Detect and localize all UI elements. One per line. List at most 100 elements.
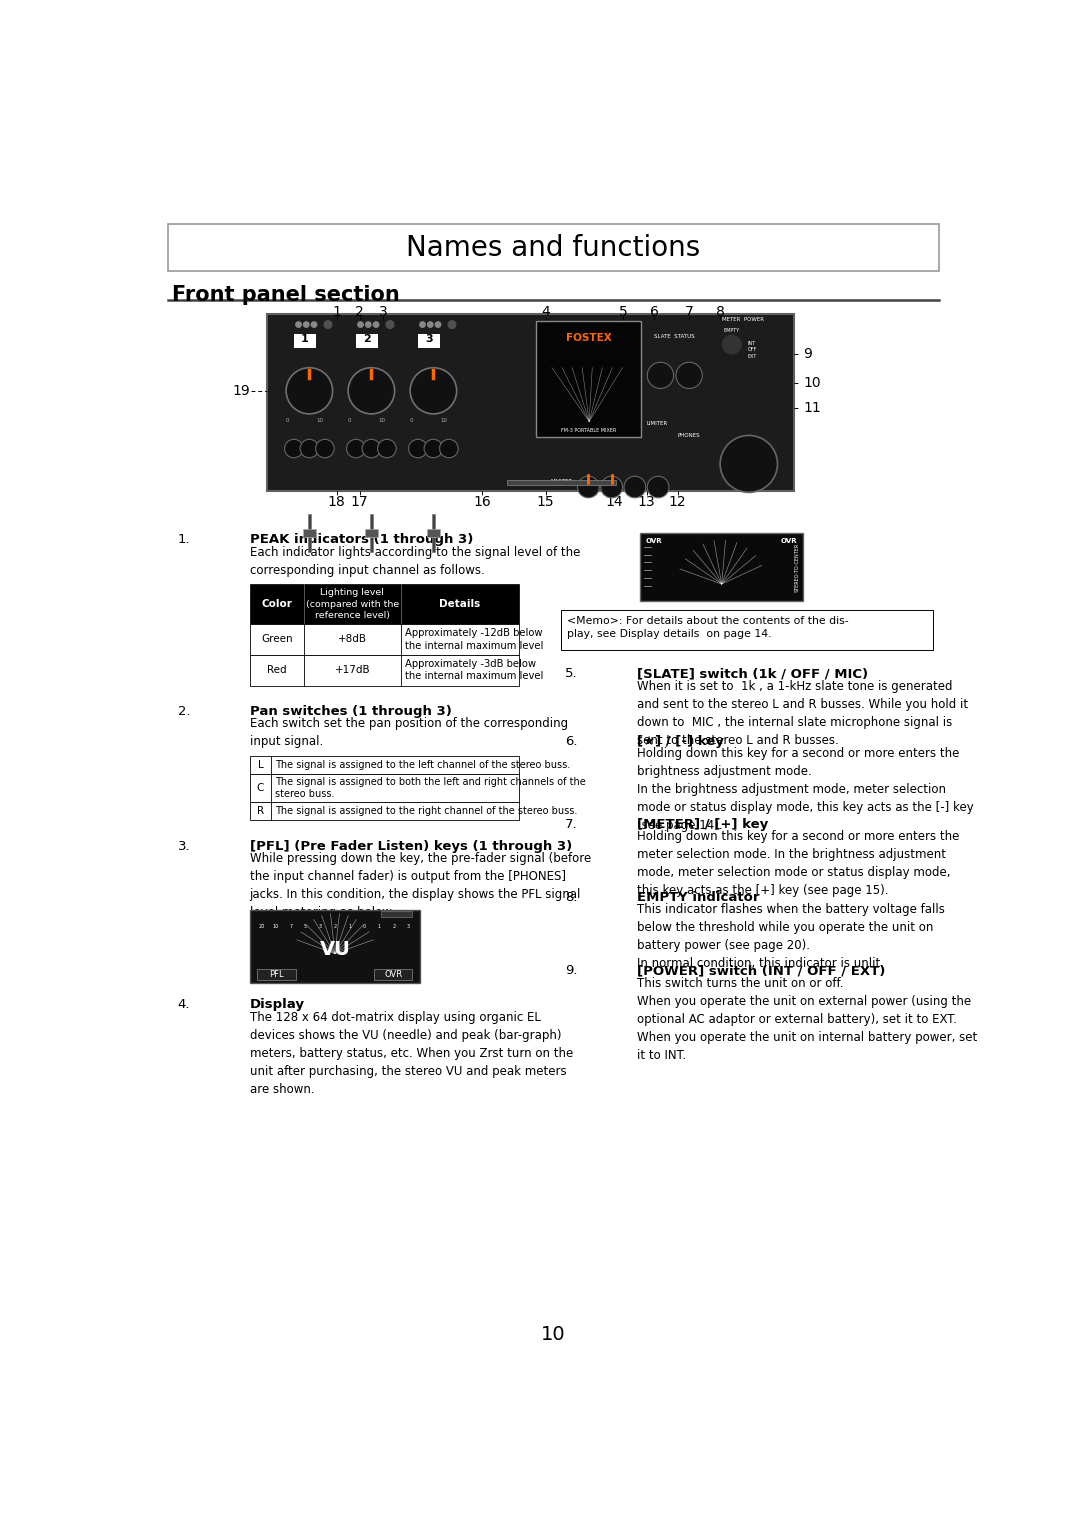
Bar bbox=[507, 480, 616, 485]
Text: VU: VU bbox=[320, 940, 350, 960]
Text: 4: 4 bbox=[541, 305, 550, 319]
Text: Lighting level
(compared with the
reference level): Lighting level (compared with the refere… bbox=[306, 588, 399, 620]
Text: 13: 13 bbox=[637, 495, 656, 509]
Circle shape bbox=[357, 322, 363, 328]
Circle shape bbox=[363, 440, 380, 457]
Text: 0: 0 bbox=[410, 418, 414, 422]
Text: 3: 3 bbox=[319, 924, 322, 930]
Text: 3: 3 bbox=[407, 924, 410, 930]
Text: OVR: OVR bbox=[384, 969, 402, 978]
Text: EMPTY indicator: EMPTY indicator bbox=[637, 890, 759, 904]
Bar bbox=[381, 911, 413, 917]
Circle shape bbox=[441, 440, 458, 457]
Text: 3: 3 bbox=[379, 305, 388, 319]
Bar bbox=[249, 756, 518, 774]
Bar bbox=[365, 529, 378, 536]
Text: 5.: 5. bbox=[565, 668, 578, 680]
Text: PEAK indicators (1 through 3): PEAK indicators (1 through 3) bbox=[249, 533, 473, 546]
Text: Each indicator lights according to the signal level of the
corresponding input c: Each indicator lights according to the s… bbox=[249, 546, 580, 576]
Text: Holding down this key for a second or more enters the
brightness adjustment mode: Holding down this key for a second or mo… bbox=[637, 747, 974, 832]
Text: Holding down this key for a second or more enters the
meter selection mode. In t: Holding down this key for a second or mo… bbox=[637, 831, 959, 898]
Text: 18: 18 bbox=[327, 495, 346, 509]
Bar bbox=[294, 334, 315, 347]
Text: SLATE  STATUS: SLATE STATUS bbox=[654, 334, 694, 340]
Circle shape bbox=[435, 322, 441, 328]
Circle shape bbox=[424, 440, 442, 457]
Text: FOSTEX: FOSTEX bbox=[566, 334, 611, 343]
Text: Approximately -12dB below
the internal maximum level: Approximately -12dB below the internal m… bbox=[405, 628, 543, 651]
Circle shape bbox=[448, 320, 456, 328]
Circle shape bbox=[648, 363, 673, 387]
Text: 2: 2 bbox=[355, 305, 364, 319]
Text: [POWER] switch (INT / OFF / EXT): [POWER] switch (INT / OFF / EXT) bbox=[637, 965, 886, 977]
Text: 12: 12 bbox=[669, 495, 686, 509]
Bar bbox=[249, 910, 420, 983]
Text: 1: 1 bbox=[378, 924, 380, 930]
Text: STEREO-TO-CENTER: STEREO-TO-CENTER bbox=[794, 543, 799, 591]
Text: The signal is assigned to both the left and right channels of the
stereo buss.: The signal is assigned to both the left … bbox=[275, 777, 586, 799]
Circle shape bbox=[285, 440, 302, 457]
Circle shape bbox=[374, 322, 379, 328]
Text: 7.: 7. bbox=[565, 818, 578, 831]
Text: 5: 5 bbox=[619, 305, 627, 319]
Text: The signal is assigned to the left channel of the stereo buss.: The signal is assigned to the left chann… bbox=[275, 760, 570, 770]
Text: R: R bbox=[257, 806, 265, 817]
Circle shape bbox=[648, 477, 669, 497]
Text: 14: 14 bbox=[605, 495, 623, 509]
Text: 9: 9 bbox=[804, 347, 812, 361]
Text: 19: 19 bbox=[232, 384, 249, 398]
Text: Each switch set the pan position of the corresponding
input signal.: Each switch set the pan position of the … bbox=[249, 718, 568, 748]
Text: +: + bbox=[373, 971, 382, 980]
Text: METER  POWER: METER POWER bbox=[723, 317, 765, 323]
Text: 9.: 9. bbox=[565, 965, 578, 977]
Text: 5: 5 bbox=[303, 924, 307, 930]
Circle shape bbox=[287, 369, 332, 413]
Text: 11: 11 bbox=[804, 401, 821, 415]
Circle shape bbox=[348, 440, 364, 457]
Text: [PFL] (Pre Fader Listen) keys (1 through 3): [PFL] (Pre Fader Listen) keys (1 through… bbox=[249, 840, 572, 853]
Circle shape bbox=[721, 437, 775, 491]
Circle shape bbox=[296, 322, 301, 328]
Text: <Memo>: For details about the contents of the dis-
play, see Display details  on: <Memo>: For details about the contents o… bbox=[567, 616, 849, 639]
Text: 2: 2 bbox=[363, 334, 370, 344]
Text: [METER] / [+] key: [METER] / [+] key bbox=[637, 818, 769, 831]
Text: This indicator flashes when the battery voltage falls
below the threshold while : This indicator flashes when the battery … bbox=[637, 902, 945, 969]
Text: 0: 0 bbox=[286, 418, 289, 422]
Text: 15: 15 bbox=[537, 495, 554, 509]
Text: 2.: 2. bbox=[177, 706, 190, 718]
Bar bbox=[267, 314, 794, 491]
Text: 10: 10 bbox=[804, 376, 821, 390]
Text: PFL: PFL bbox=[270, 969, 284, 978]
Text: Names and functions: Names and functions bbox=[406, 233, 701, 262]
Text: 17: 17 bbox=[351, 495, 368, 509]
Text: [★] / [-] key: [★] / [-] key bbox=[637, 735, 724, 748]
Bar bbox=[428, 529, 440, 536]
Bar bbox=[249, 774, 518, 802]
Circle shape bbox=[409, 440, 427, 457]
Circle shape bbox=[324, 320, 332, 328]
Text: 2: 2 bbox=[334, 924, 337, 930]
Text: While pressing down the key, the pre-fader signal (before
the input channel fade: While pressing down the key, the pre-fad… bbox=[249, 852, 591, 919]
Bar bbox=[370, 514, 373, 553]
Text: Details: Details bbox=[440, 599, 481, 610]
Text: 10: 10 bbox=[379, 418, 386, 422]
Bar bbox=[303, 529, 315, 536]
Text: Display: Display bbox=[249, 998, 305, 1012]
Text: This switch turns the unit on or off.
When you operate the unit on external powe: This switch turns the unit on or off. Wh… bbox=[637, 977, 977, 1062]
Text: L: L bbox=[258, 760, 264, 770]
Text: [SLATE] switch (1k / OFF / MIC): [SLATE] switch (1k / OFF / MIC) bbox=[637, 668, 868, 680]
Bar bbox=[249, 655, 518, 686]
Bar bbox=[562, 610, 933, 651]
Bar bbox=[249, 584, 518, 625]
Bar bbox=[537, 322, 642, 437]
Bar bbox=[432, 514, 434, 553]
Text: 1.: 1. bbox=[177, 533, 190, 546]
Circle shape bbox=[625, 477, 645, 497]
Text: When it is set to  1k , a 1-kHz slate tone is generated
and sent to the stereo L: When it is set to 1k , a 1-kHz slate ton… bbox=[637, 680, 969, 747]
Text: The 128 x 64 dot-matrix display using organic EL
devices shows the VU (needle) a: The 128 x 64 dot-matrix display using or… bbox=[249, 1010, 573, 1096]
Text: 6.: 6. bbox=[565, 735, 578, 748]
Text: PHONES: PHONES bbox=[677, 433, 700, 437]
Text: Red: Red bbox=[267, 666, 286, 675]
Bar bbox=[308, 514, 311, 553]
Text: 8: 8 bbox=[716, 305, 725, 319]
